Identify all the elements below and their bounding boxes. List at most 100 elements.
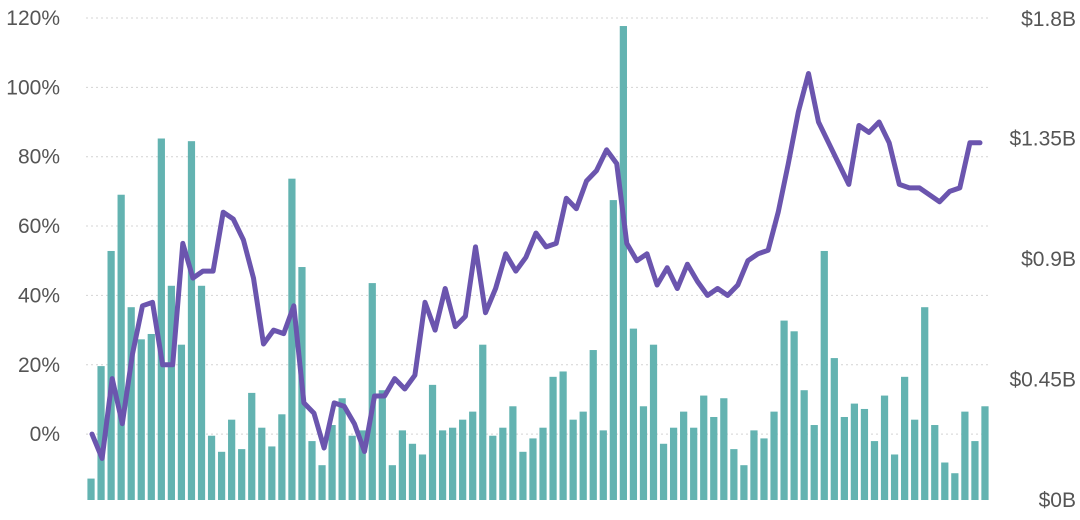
- bar: [549, 376, 557, 500]
- bar: [800, 390, 808, 500]
- bar: [378, 390, 386, 500]
- right-tick-label: $1.35B: [1009, 128, 1076, 151]
- bar: [941, 462, 949, 500]
- bar: [680, 411, 688, 500]
- bar: [167, 285, 175, 500]
- bar: [931, 425, 939, 500]
- left-tick-label: 20%: [18, 354, 60, 377]
- bar: [870, 441, 879, 500]
- bar: [921, 307, 929, 500]
- bar: [127, 307, 135, 500]
- bar: [589, 350, 597, 500]
- bar: [308, 441, 316, 500]
- bar: [810, 425, 818, 500]
- bar: [700, 395, 708, 500]
- bar: [187, 141, 196, 500]
- bar: [971, 441, 979, 500]
- bar: [428, 384, 437, 500]
- bar: [459, 419, 467, 500]
- right-tick-label: $1.8B: [1021, 8, 1076, 31]
- bar: [207, 435, 216, 500]
- bar: [157, 138, 165, 500]
- right-tick-label: $0.45B: [1009, 369, 1076, 392]
- bar: [639, 406, 648, 500]
- bar: [348, 435, 356, 500]
- bar: [539, 427, 547, 500]
- bar: [901, 376, 909, 500]
- bar: [147, 333, 155, 500]
- bar: [388, 465, 396, 500]
- bar: [559, 371, 567, 500]
- left-tick-label: 40%: [18, 284, 60, 307]
- bar: [258, 427, 266, 500]
- bar: [880, 395, 889, 500]
- bar: [137, 339, 145, 500]
- bar: [509, 406, 517, 500]
- right-axis: $0B $0.45B $0.9B $1.35B $1.8B: [1009, 8, 1076, 512]
- bar: [97, 366, 105, 500]
- bar: [830, 358, 838, 500]
- bar: [860, 408, 869, 500]
- bar: [961, 411, 969, 500]
- bar: [840, 416, 848, 500]
- bar: [529, 438, 537, 500]
- bar: [609, 200, 617, 500]
- bar: [649, 344, 658, 500]
- bar: [238, 449, 246, 500]
- bar-series: [87, 26, 989, 501]
- bar: [268, 446, 276, 500]
- bar: [418, 454, 427, 500]
- bar: [730, 449, 738, 500]
- bar: [740, 465, 748, 500]
- bar: [489, 435, 497, 500]
- bar: [338, 398, 346, 500]
- bar: [248, 392, 256, 500]
- bar: [780, 320, 788, 500]
- bar: [629, 328, 638, 500]
- bar: [398, 430, 407, 500]
- bar: [368, 283, 376, 500]
- line-series: [89, 71, 983, 461]
- bar: [469, 411, 477, 500]
- bar: [228, 419, 236, 500]
- bar: [669, 427, 678, 500]
- bar: [981, 406, 989, 500]
- bar: [197, 285, 206, 500]
- bar: [770, 411, 778, 500]
- bar: [358, 430, 366, 500]
- bar: [569, 419, 577, 500]
- bar: [288, 178, 296, 501]
- bar: [890, 454, 899, 500]
- bar: [720, 398, 728, 500]
- bar: [318, 465, 326, 500]
- bar: [449, 427, 457, 500]
- right-tick-label: $0.9B: [1021, 248, 1076, 271]
- bar: [599, 430, 607, 500]
- bar: [619, 26, 627, 501]
- bar: [479, 344, 487, 500]
- bar: [438, 430, 447, 500]
- left-tick-label: 80%: [18, 146, 60, 169]
- bar: [710, 416, 718, 500]
- bar: [519, 451, 527, 500]
- bar: [579, 411, 587, 500]
- left-tick-label: 120%: [6, 7, 60, 30]
- bar: [217, 451, 226, 500]
- bar: [659, 443, 668, 500]
- left-tick-label: 0%: [30, 423, 60, 446]
- bar: [87, 478, 95, 500]
- bar: [177, 344, 186, 500]
- bar: [107, 250, 115, 500]
- bar: [408, 443, 417, 500]
- left-tick-label: 100%: [6, 76, 60, 99]
- line-path: [89, 71, 983, 461]
- bar: [911, 419, 919, 500]
- bar: [328, 425, 336, 500]
- bar: [750, 430, 758, 500]
- bar: [790, 331, 798, 500]
- bar: [690, 427, 698, 500]
- right-tick-label: $0B: [1039, 489, 1076, 512]
- bar: [117, 194, 125, 501]
- bar: [951, 473, 959, 500]
